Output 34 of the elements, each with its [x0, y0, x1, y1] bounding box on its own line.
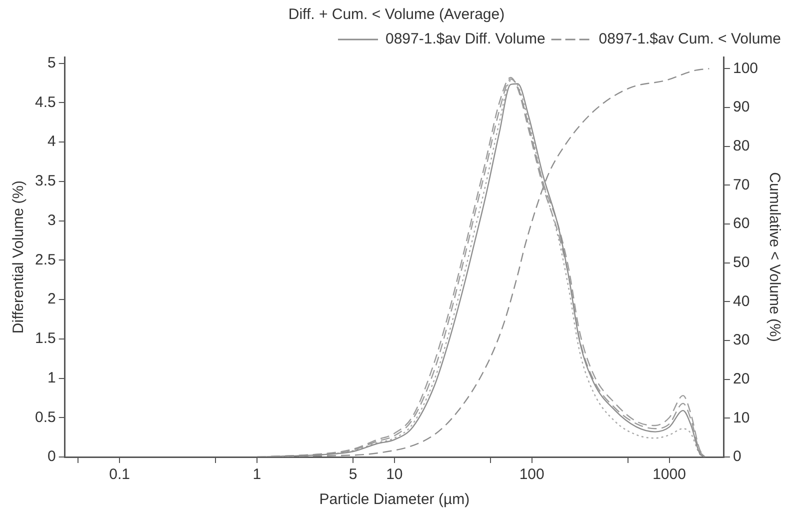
y2-tick-label: 100 — [732, 60, 758, 77]
y2-tick-label: 70 — [732, 176, 750, 194]
legend-label: 0897-1.$av Cum. < Volume — [598, 30, 782, 48]
x-tick-label: 5 — [348, 466, 358, 484]
y-tick-label: 3 — [48, 212, 56, 229]
x-tick-label: 1000 — [652, 466, 686, 484]
x-tick-label: 1 — [252, 466, 262, 484]
y-tick-label: 5 — [48, 54, 56, 72]
y-tick-label: 0 — [48, 448, 56, 466]
y2-axis-title: Cumulative < Volume (%) — [766, 172, 783, 342]
x-tick-label: 0.1 — [109, 466, 130, 484]
y2-tick-label: 50 — [732, 254, 750, 271]
y2-tick-label: 20 — [732, 370, 750, 388]
y2-tick-label: 10 — [732, 409, 750, 426]
y2-tick-label: 90 — [732, 98, 750, 116]
x-tick-label: 100 — [519, 466, 544, 484]
y-tick-label: 3.5 — [34, 172, 56, 190]
legend-label: 0897-1.$av Diff. Volume — [385, 30, 546, 48]
y2-tick-label: 0 — [732, 448, 742, 466]
y-axis-title: Differential Volume (%) — [10, 180, 28, 334]
y-tick-label: 2.5 — [34, 251, 56, 268]
y2-tick-label: 80 — [732, 137, 750, 154]
y2-tick-label: 40 — [732, 292, 750, 310]
y2-tick-label: 60 — [732, 215, 750, 232]
y-tick-label: 4 — [48, 133, 56, 150]
y-tick-label: 4.5 — [34, 94, 56, 111]
y-tick-label: 1.5 — [34, 330, 56, 348]
y-tick-label: 2 — [48, 290, 56, 308]
y2-tick-label: 30 — [732, 332, 750, 349]
y-tick-label: 0.5 — [34, 408, 56, 426]
x-axis-title: Particle Diameter (µm) — [319, 491, 470, 508]
x-tick-label: 10 — [386, 466, 403, 484]
y-tick-label: 1 — [48, 369, 56, 386]
chart-title: Diff. + Cum. < Volume (Average) — [288, 6, 505, 24]
